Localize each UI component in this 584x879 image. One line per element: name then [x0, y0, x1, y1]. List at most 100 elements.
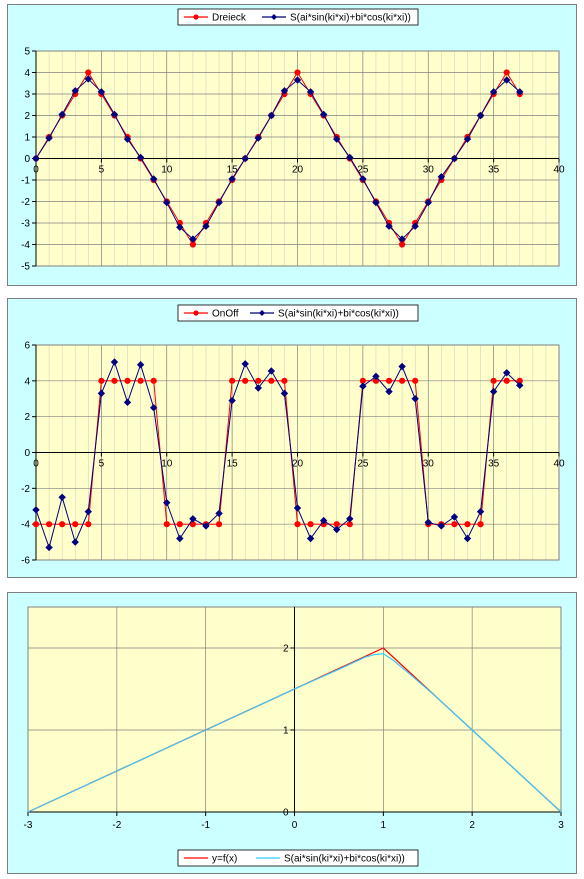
data-point: [385, 387, 393, 396]
x-tick-label: 35: [488, 459, 500, 470]
data-point: [385, 377, 393, 384]
data-point: [242, 377, 249, 384]
data-point: [267, 111, 276, 120]
data-point: [503, 69, 510, 76]
y-tick-label: -2: [21, 484, 30, 495]
data-point: [215, 198, 223, 207]
x-tick-label: 40: [553, 165, 565, 176]
legend-label: y=f(x): [212, 854, 237, 865]
data-point: [503, 377, 510, 384]
y-tick-label: 0: [283, 808, 289, 819]
data-point: [254, 134, 262, 142]
y-tick-label: -6: [21, 556, 30, 567]
data-point: [84, 507, 93, 516]
legend-marker: [271, 14, 277, 20]
data-point: [85, 69, 92, 76]
data-point: [293, 76, 302, 84]
y-tick-label: 1: [283, 726, 289, 737]
legend-box: [177, 849, 419, 867]
legend-label: S(ai*sin(ki*xi)+bi*cos(ki*xi)): [290, 13, 411, 24]
legend-label: OnOff: [212, 309, 239, 320]
data-point: [502, 76, 511, 84]
data-point: [333, 135, 341, 143]
x-tick-label: 2: [469, 820, 475, 831]
data-point: [437, 173, 446, 181]
x-tick-label: 30: [423, 459, 435, 470]
data-point: [241, 154, 249, 163]
data-point: [136, 361, 145, 369]
x-tick-label: 0: [292, 820, 298, 831]
data-point: [45, 543, 53, 552]
data-point: [359, 175, 367, 183]
data-point: [163, 198, 171, 207]
y-tick-label: -1: [21, 176, 30, 187]
data-point: [84, 75, 93, 83]
x-tick-label: 10: [161, 459, 173, 470]
y-tick-label: 6: [24, 341, 30, 352]
data-point: [463, 534, 472, 543]
y-tick-label: 2: [24, 111, 30, 122]
legend: Dreieck S(ai*sin(ki*xi)+bi*cos(ki*xi)): [177, 8, 419, 26]
data-point: [294, 521, 301, 528]
x-tick-label: 15: [227, 459, 239, 470]
x-tick-label: 0: [33, 459, 39, 470]
data-point: [59, 521, 66, 528]
data-point: [189, 515, 197, 523]
data-point: [346, 153, 354, 162]
y-tick-label: 4: [24, 376, 30, 387]
data-point: [306, 534, 315, 543]
data-point: [215, 521, 223, 528]
data-point: [294, 69, 301, 76]
series-line-2: [35, 78, 521, 240]
x-tick-label: 5: [99, 459, 105, 470]
data-point: [97, 389, 106, 398]
data-point: [228, 175, 236, 183]
data-point: [176, 534, 184, 543]
legend: y=f(x) S(ai*sin(ki*xi)+bi*cos(ki*xi)): [177, 849, 419, 867]
data-point: [202, 222, 210, 230]
data-point: [111, 377, 118, 384]
data-point: [333, 525, 341, 534]
data-point: [267, 367, 276, 375]
data-point: [97, 88, 106, 96]
data-point: [464, 521, 471, 528]
data-point: [45, 134, 53, 142]
chart-panel-1: 0 5 10 15 20 25 30 35 40 -5 -4 -3 -2 -1 0 1 2 3 4 5 Dreieck S…: [7, 4, 577, 286]
data-point: [176, 521, 183, 528]
y-tick-label: 4: [24, 68, 30, 79]
x-tick-label: 20: [292, 459, 304, 470]
x-tick-label: 10: [161, 165, 173, 176]
data-point: [123, 398, 132, 407]
data-point: [202, 522, 210, 530]
data-point: [293, 504, 302, 512]
x-tick-label: -3: [24, 820, 33, 831]
data-point: [98, 377, 105, 384]
data-point: [280, 87, 289, 95]
chart-2: 0 5 10 15 20 25 30 35 40 -6 -4 -2 0 2 4 6 OnOff S(ai*sin(…: [21, 304, 565, 567]
data-point: [450, 154, 459, 163]
y-tick-label: 1: [24, 133, 30, 144]
y-tick-label: -4: [21, 520, 30, 531]
x-tick-label: 30: [423, 165, 435, 176]
y-tick-label: 2: [283, 644, 289, 655]
data-point: [150, 377, 157, 384]
chart-panel-3: -3 -2 -1 0 1 2 3 0 1 2 y=f(x) S(ai*sin(ki*xi)+bi*co…: [7, 592, 577, 874]
legend: OnOff S(ai*sin(ki*xi)+bi*cos(ki*xi)): [177, 304, 419, 322]
data-point: [32, 506, 40, 514]
y-tick-label: -2: [21, 197, 30, 208]
legend-label: Dreieck: [212, 13, 247, 24]
y-tick-label: 2: [24, 412, 30, 423]
data-point: [424, 198, 432, 207]
data-point: [319, 110, 328, 119]
legend-marker: [193, 14, 199, 20]
data-point: [215, 509, 223, 518]
data-point: [306, 88, 315, 96]
x-tick-label: 25: [357, 459, 369, 470]
data-point: [110, 358, 119, 366]
data-point: [176, 223, 184, 232]
data-point: [516, 381, 524, 390]
data-point: [149, 404, 158, 412]
data-point: [490, 377, 497, 384]
x-tick-label: 35: [488, 165, 500, 176]
data-point: [399, 377, 406, 384]
